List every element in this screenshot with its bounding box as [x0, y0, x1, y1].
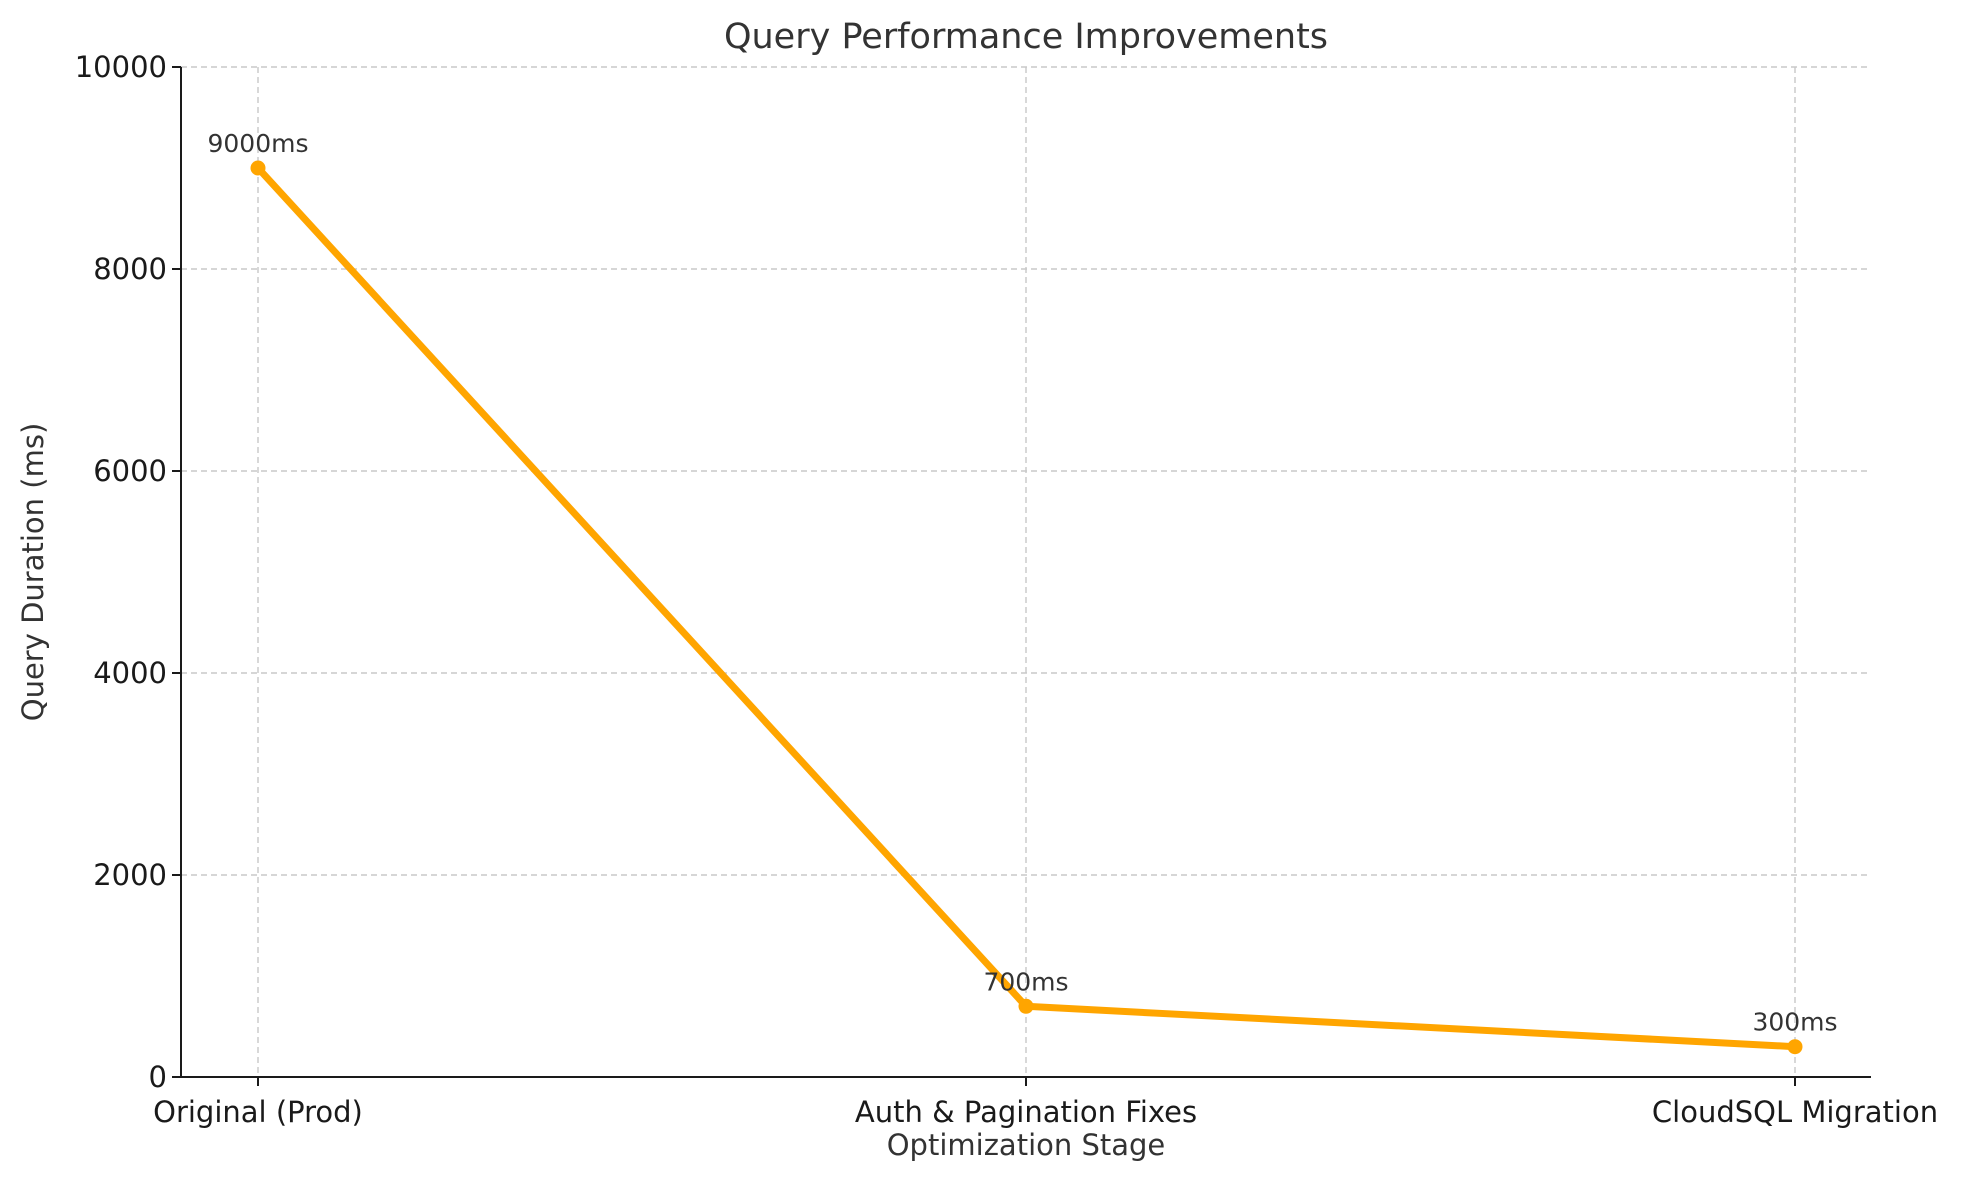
grid: [181, 66, 1871, 1077]
data-point: [1018, 998, 1034, 1014]
y-tick-label: 8000: [93, 252, 167, 286]
data-point: [250, 160, 266, 176]
x-tick-label: CloudSQL Migration: [1652, 1095, 1938, 1129]
y-tick-label: 0: [149, 1060, 167, 1094]
series: 9000ms 700ms 300ms: [207, 129, 1838, 1055]
y-tick-label: 4000: [93, 656, 167, 690]
x-tick-label: Auth & Pagination Fixes: [855, 1095, 1197, 1129]
y-tick-label: 10000: [75, 50, 167, 84]
y-tick-label: 6000: [93, 454, 167, 488]
data-label: 700ms: [983, 967, 1068, 996]
ticks: 0 2000 4000 6000 8000 10000 Original (Prod) Aut…: [75, 50, 1938, 1129]
x-axis-label: Optimization Stage: [887, 1128, 1166, 1162]
y-axis-label: Query Duration (ms): [16, 423, 50, 722]
data-label: 9000ms: [207, 129, 308, 158]
x-tick-label: Original (Prod): [153, 1095, 363, 1129]
data-point: [1787, 1039, 1803, 1055]
chart-title: Query Performance Improvements: [724, 17, 1328, 57]
data-label: 300ms: [1752, 1008, 1837, 1037]
y-tick-label: 2000: [93, 858, 167, 892]
